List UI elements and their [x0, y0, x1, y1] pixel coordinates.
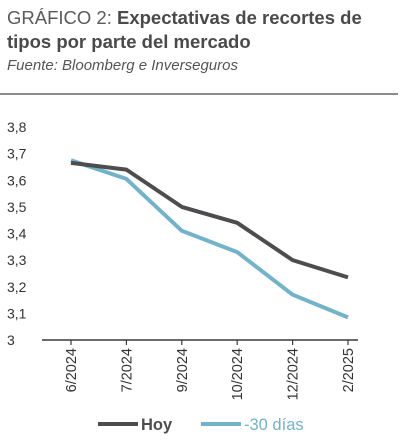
- chart-source: Fuente: Bloomberg e Inverseguros: [7, 57, 238, 74]
- y-tick-label: 3: [7, 332, 15, 348]
- x-axis: 6/2024 7/2024 9/2024 10/2024 12/2024 2/2025: [42, 339, 358, 400]
- chart-title-main: Expectativas de recortes de tipos por pa…: [7, 7, 362, 52]
- y-tick-label: 3,1: [7, 305, 27, 321]
- chart-title: GRÁFICO 2: Expectativas de recortes de t…: [7, 6, 403, 54]
- legend-item-hoy-label: Hoy: [141, 416, 173, 434]
- x-tick-label: 7/2024: [119, 348, 135, 392]
- x-tick-label: 2/2025: [341, 348, 357, 392]
- legend-item-30-dias-label: -30 días: [244, 416, 304, 434]
- series-line-hoy: [70, 160, 349, 280]
- y-tick-label: 3,5: [7, 199, 27, 215]
- series-line-30-dias: [70, 158, 349, 320]
- chart-title-prefix: GRÁFICO 2:: [7, 7, 117, 28]
- y-tick-label: 3,2: [7, 279, 27, 295]
- x-tick-label: 9/2024: [175, 348, 191, 392]
- x-tick-label: 12/2024: [286, 348, 302, 400]
- legend: Hoy -30 días: [98, 416, 304, 434]
- series-layer: [70, 158, 349, 320]
- x-tick-label: 10/2024: [230, 348, 246, 400]
- y-tick-label: 3,8: [7, 119, 27, 135]
- header-divider: [0, 93, 398, 95]
- y-tick-label: 3,7: [7, 146, 27, 162]
- x-tick-label: 6/2024: [64, 348, 80, 392]
- y-tick-label: 3,3: [7, 252, 27, 268]
- chart-header: GRÁFICO 2: Expectativas de recortes de t…: [7, 6, 403, 75]
- y-axis-ticks: 3,8 3,7 3,6 3,5 3,4 3,3 3,2 3,1 3: [7, 119, 27, 348]
- y-tick-label: 3,4: [7, 226, 27, 242]
- y-tick-label: 3,6: [7, 172, 27, 188]
